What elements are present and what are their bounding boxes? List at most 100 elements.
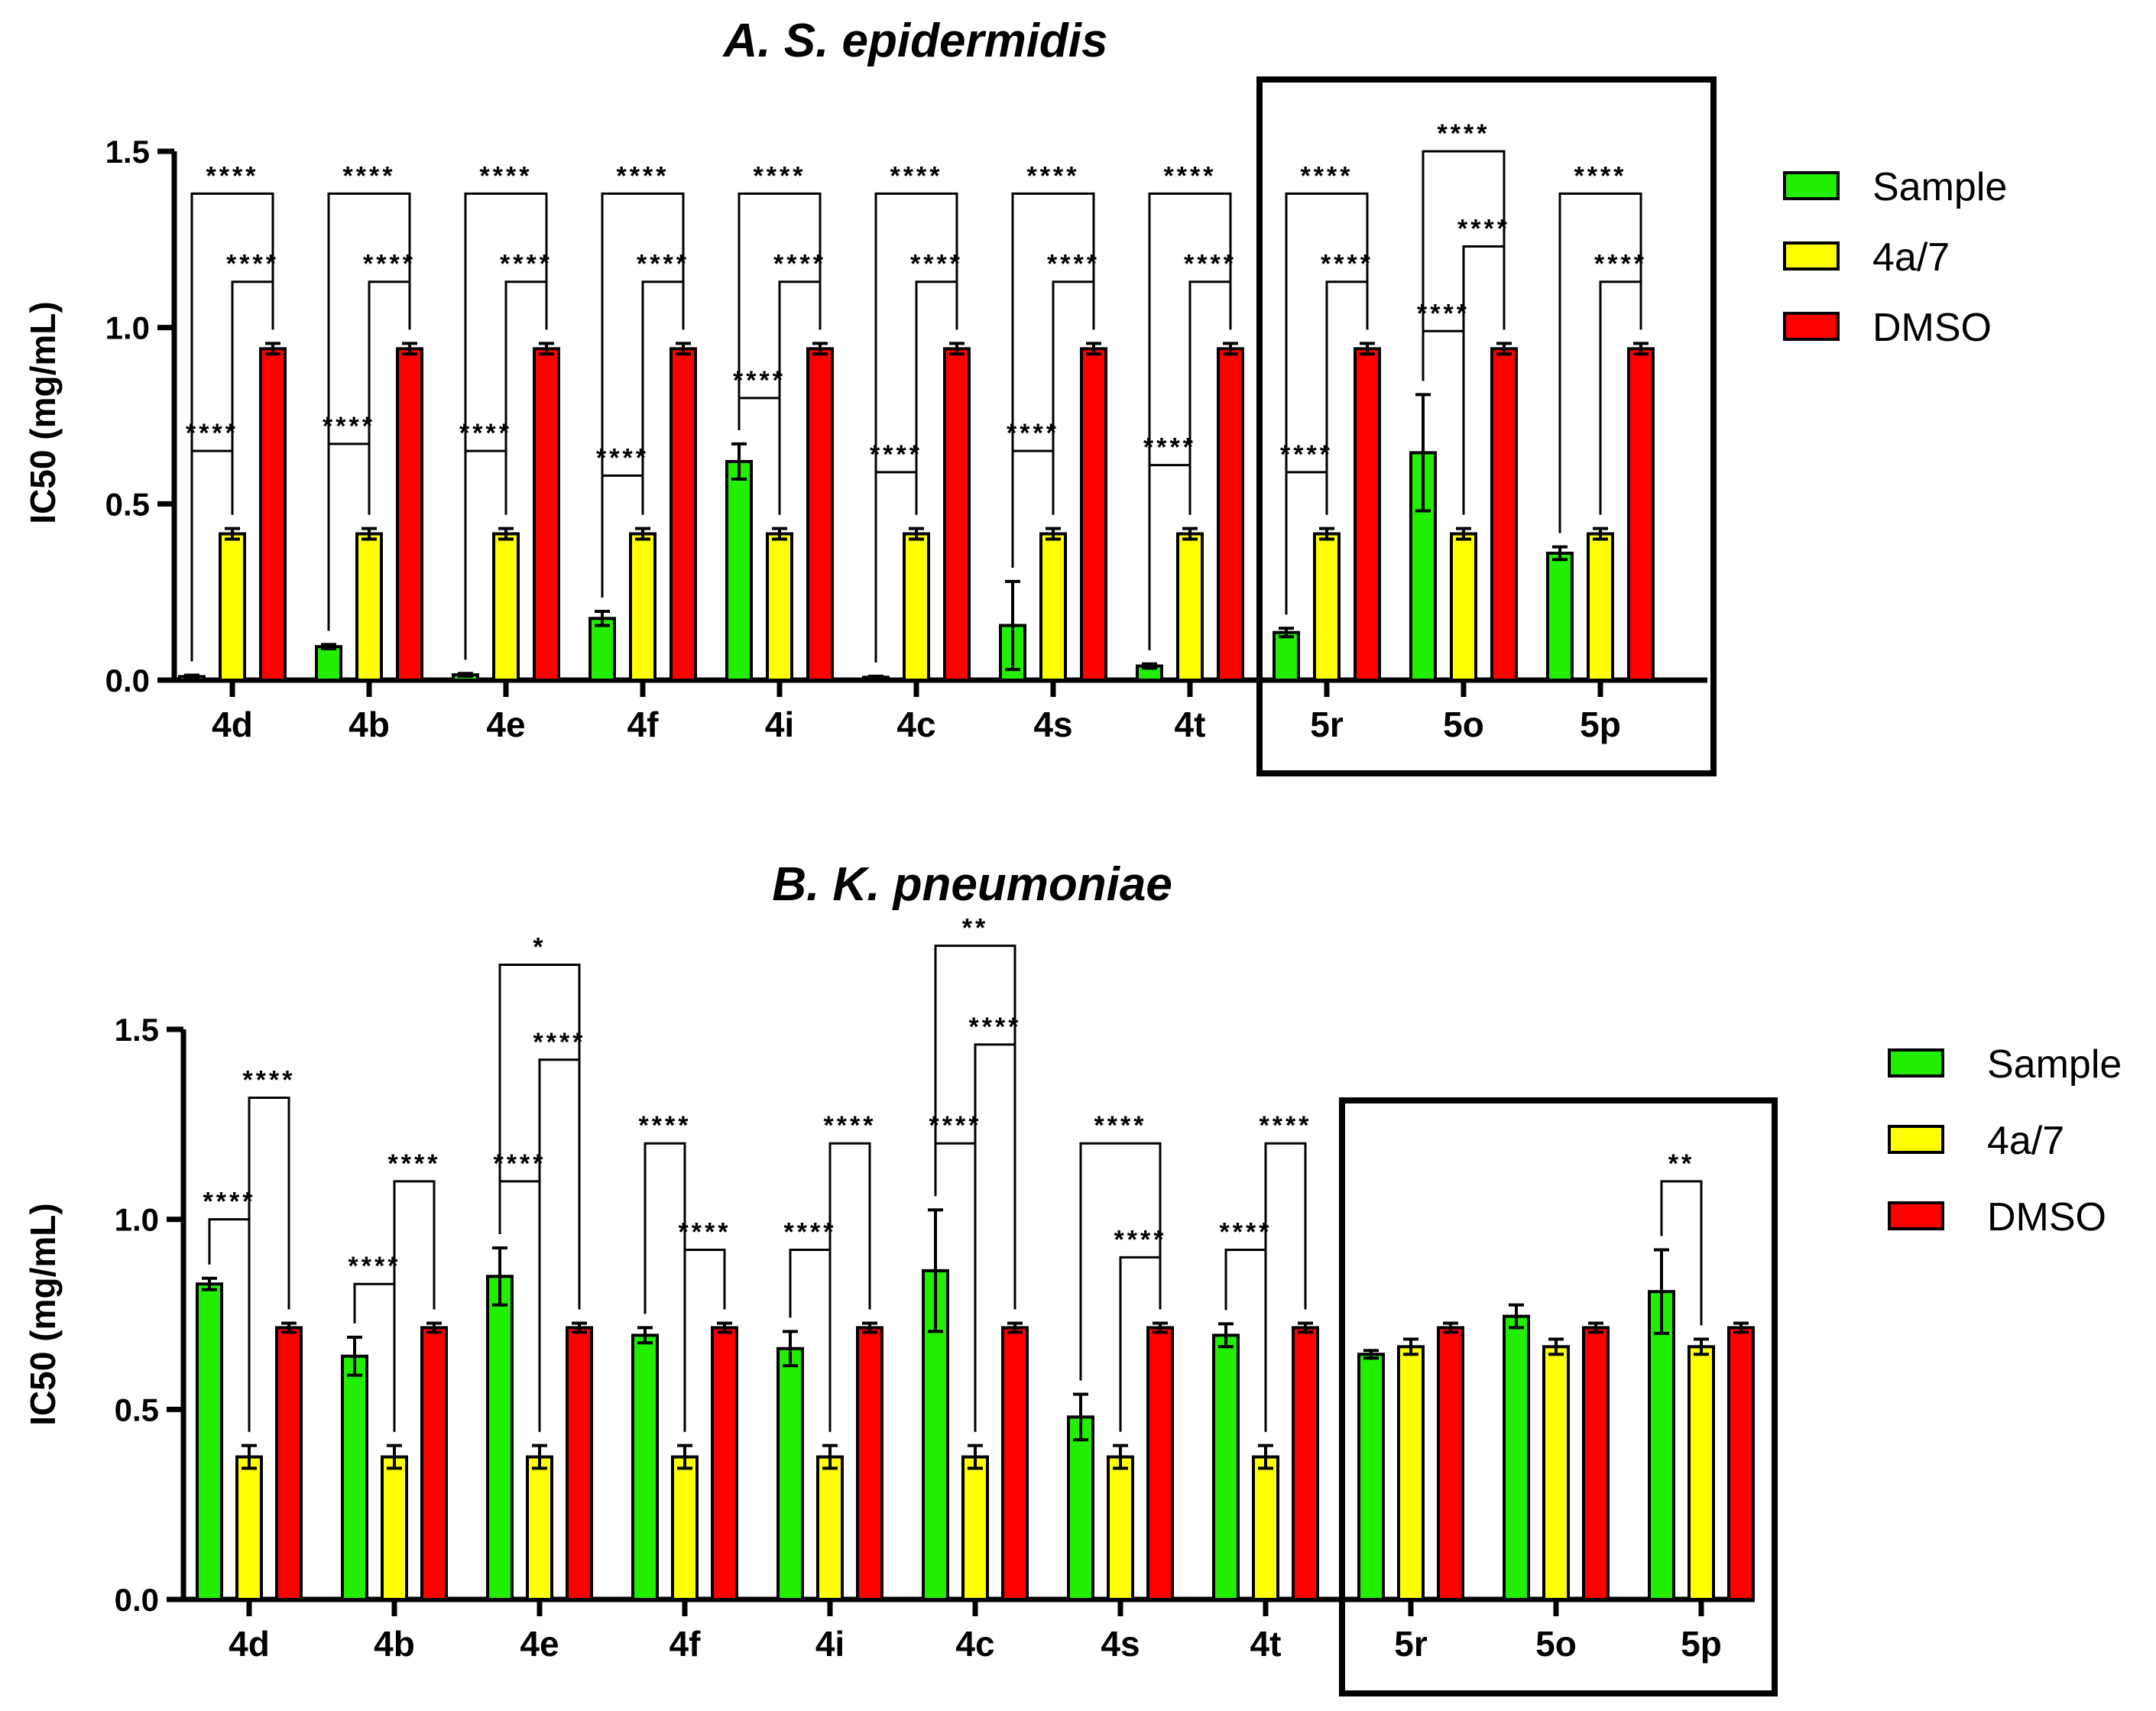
significance-label: * xyxy=(533,932,546,961)
bar-4a-7 xyxy=(381,1455,408,1601)
bar-4a-7 xyxy=(1542,1345,1570,1601)
significance-bracket xyxy=(1079,1142,1162,1381)
significance-bracket xyxy=(498,963,581,1310)
legend-b-label-sample: Sample xyxy=(1987,1042,2122,1087)
significance-label: **** xyxy=(1260,1111,1312,1140)
legend-b-swatch-ref xyxy=(1888,1125,1944,1154)
y-tick-label: 0.0 xyxy=(115,1582,159,1618)
bar-dmso xyxy=(1490,347,1518,682)
significance-bracket xyxy=(1011,192,1095,568)
bar-dmso xyxy=(711,1326,738,1601)
x-tick-label: 4f xyxy=(669,1624,702,1664)
bar-sample xyxy=(725,459,753,682)
x-tick-label: 4i xyxy=(815,1624,845,1664)
y-tick-label: 0.5 xyxy=(105,486,150,522)
significance-bracket xyxy=(504,280,548,515)
significance-bracket xyxy=(327,442,371,631)
significance-label: **** xyxy=(870,440,922,469)
significance-label: **** xyxy=(929,1111,982,1140)
x-tick-label: 4c xyxy=(896,705,935,744)
chart-a-ylabel: IC50 (mg/mL) xyxy=(23,301,63,523)
legend-a-label-ref: 4a/7 xyxy=(1872,235,1950,280)
bar-dmso xyxy=(856,1326,883,1601)
chart-b-title: B. K. pneumoniae xyxy=(772,858,1172,911)
bar-4a-7 xyxy=(355,532,383,682)
significance-bracket xyxy=(1148,192,1232,650)
significance-bracket xyxy=(934,945,1016,1310)
x-tick-label: 5p xyxy=(1681,1624,1722,1664)
significance-label: **** xyxy=(533,1028,586,1057)
significance-label: **** xyxy=(186,419,238,448)
significance-label: **** xyxy=(1594,250,1647,279)
bar-dmso xyxy=(396,347,423,682)
bar-4a-7 xyxy=(492,532,520,682)
bar-dmso xyxy=(1292,1326,1319,1601)
significance-label: **** xyxy=(203,1188,256,1217)
significance-bracket xyxy=(464,192,548,660)
bar-dmso xyxy=(943,347,971,682)
significance-label: **** xyxy=(500,250,553,279)
significance-bracket xyxy=(1558,192,1642,533)
chart-a-legend: Sample 4a/7 DMSO xyxy=(1783,165,2007,350)
bar-dmso xyxy=(669,347,697,682)
significance-label: **** xyxy=(1280,440,1333,469)
significance-bracket xyxy=(874,192,958,663)
significance-label: **** xyxy=(733,366,786,395)
legend-a-label-sample: Sample xyxy=(1872,165,2007,209)
significance-bracket xyxy=(1422,329,1465,515)
significance-label: **** xyxy=(1027,161,1080,190)
significance-bracket xyxy=(393,1180,436,1432)
significance-label: **** xyxy=(206,161,259,190)
chart-b: B. K. pneumoniae IC50 (mg/mL) 0.0 0.5 1.0 1… xyxy=(23,858,1778,1696)
bar-dmso xyxy=(566,1326,593,1601)
significance-label: **** xyxy=(1457,215,1510,244)
significance-label: **** xyxy=(824,1111,877,1140)
significance-label: **** xyxy=(1164,161,1217,190)
bar-dmso xyxy=(1727,1326,1755,1601)
significance-label: ** xyxy=(962,914,988,943)
significance-label: **** xyxy=(773,250,826,279)
bar-4a-7 xyxy=(1039,532,1067,682)
significance-label: **** xyxy=(1438,119,1490,148)
bar-dmso xyxy=(1080,347,1107,682)
significance-bracket xyxy=(327,192,411,631)
significance-bracket xyxy=(1285,192,1369,615)
significance-label: **** xyxy=(637,250,689,279)
y-tick-label: 1.0 xyxy=(115,1202,159,1238)
bar-sample xyxy=(631,1333,659,1602)
bar-sample xyxy=(1648,1290,1675,1602)
bar-dmso xyxy=(259,347,287,682)
significance-label: **** xyxy=(323,412,375,441)
bar-4a-7 xyxy=(1450,532,1477,682)
legend-b-label-dmso: DMSO xyxy=(1987,1195,2106,1240)
significance-label: **** xyxy=(617,161,669,190)
significance-bracket xyxy=(874,471,918,663)
x-tick-label: 4d xyxy=(212,705,253,744)
bar-4a-7 xyxy=(1313,532,1341,682)
x-tick-label: 5p xyxy=(1580,705,1621,744)
x-tick-label: 4d xyxy=(229,1624,270,1664)
x-tick-label: 5r xyxy=(1394,1624,1428,1664)
x-tick-label: 4c xyxy=(955,1624,994,1664)
bar-4a-7 xyxy=(1397,1345,1425,1601)
y-tick-label: 1.0 xyxy=(105,310,150,346)
x-tick-label: 5r xyxy=(1310,705,1344,744)
significance-bracket xyxy=(1325,280,1369,515)
bar-sample xyxy=(1273,630,1300,682)
chart-a-highlight-box xyxy=(1256,76,1717,776)
bar-dmso xyxy=(1627,347,1655,682)
chart-b-legend: Sample 4a/7 DMSO xyxy=(1888,1042,2122,1240)
significance-bracket xyxy=(828,1142,871,1432)
significance-label: **** xyxy=(596,443,649,472)
bar-4a-7 xyxy=(903,532,930,682)
significance-label: ** xyxy=(1668,1149,1694,1178)
x-tick-label: 4i xyxy=(765,705,794,744)
chart-a-title: A. S. epidermidis xyxy=(721,15,1107,67)
significance-bracket xyxy=(1285,471,1328,615)
bar-dmso xyxy=(420,1326,448,1601)
significance-bracket xyxy=(683,1248,726,1432)
significance-label: **** xyxy=(1417,299,1470,328)
significance-label: **** xyxy=(639,1111,692,1140)
y-tick-label: 0.5 xyxy=(115,1392,159,1427)
significance-label: **** xyxy=(1301,161,1354,190)
